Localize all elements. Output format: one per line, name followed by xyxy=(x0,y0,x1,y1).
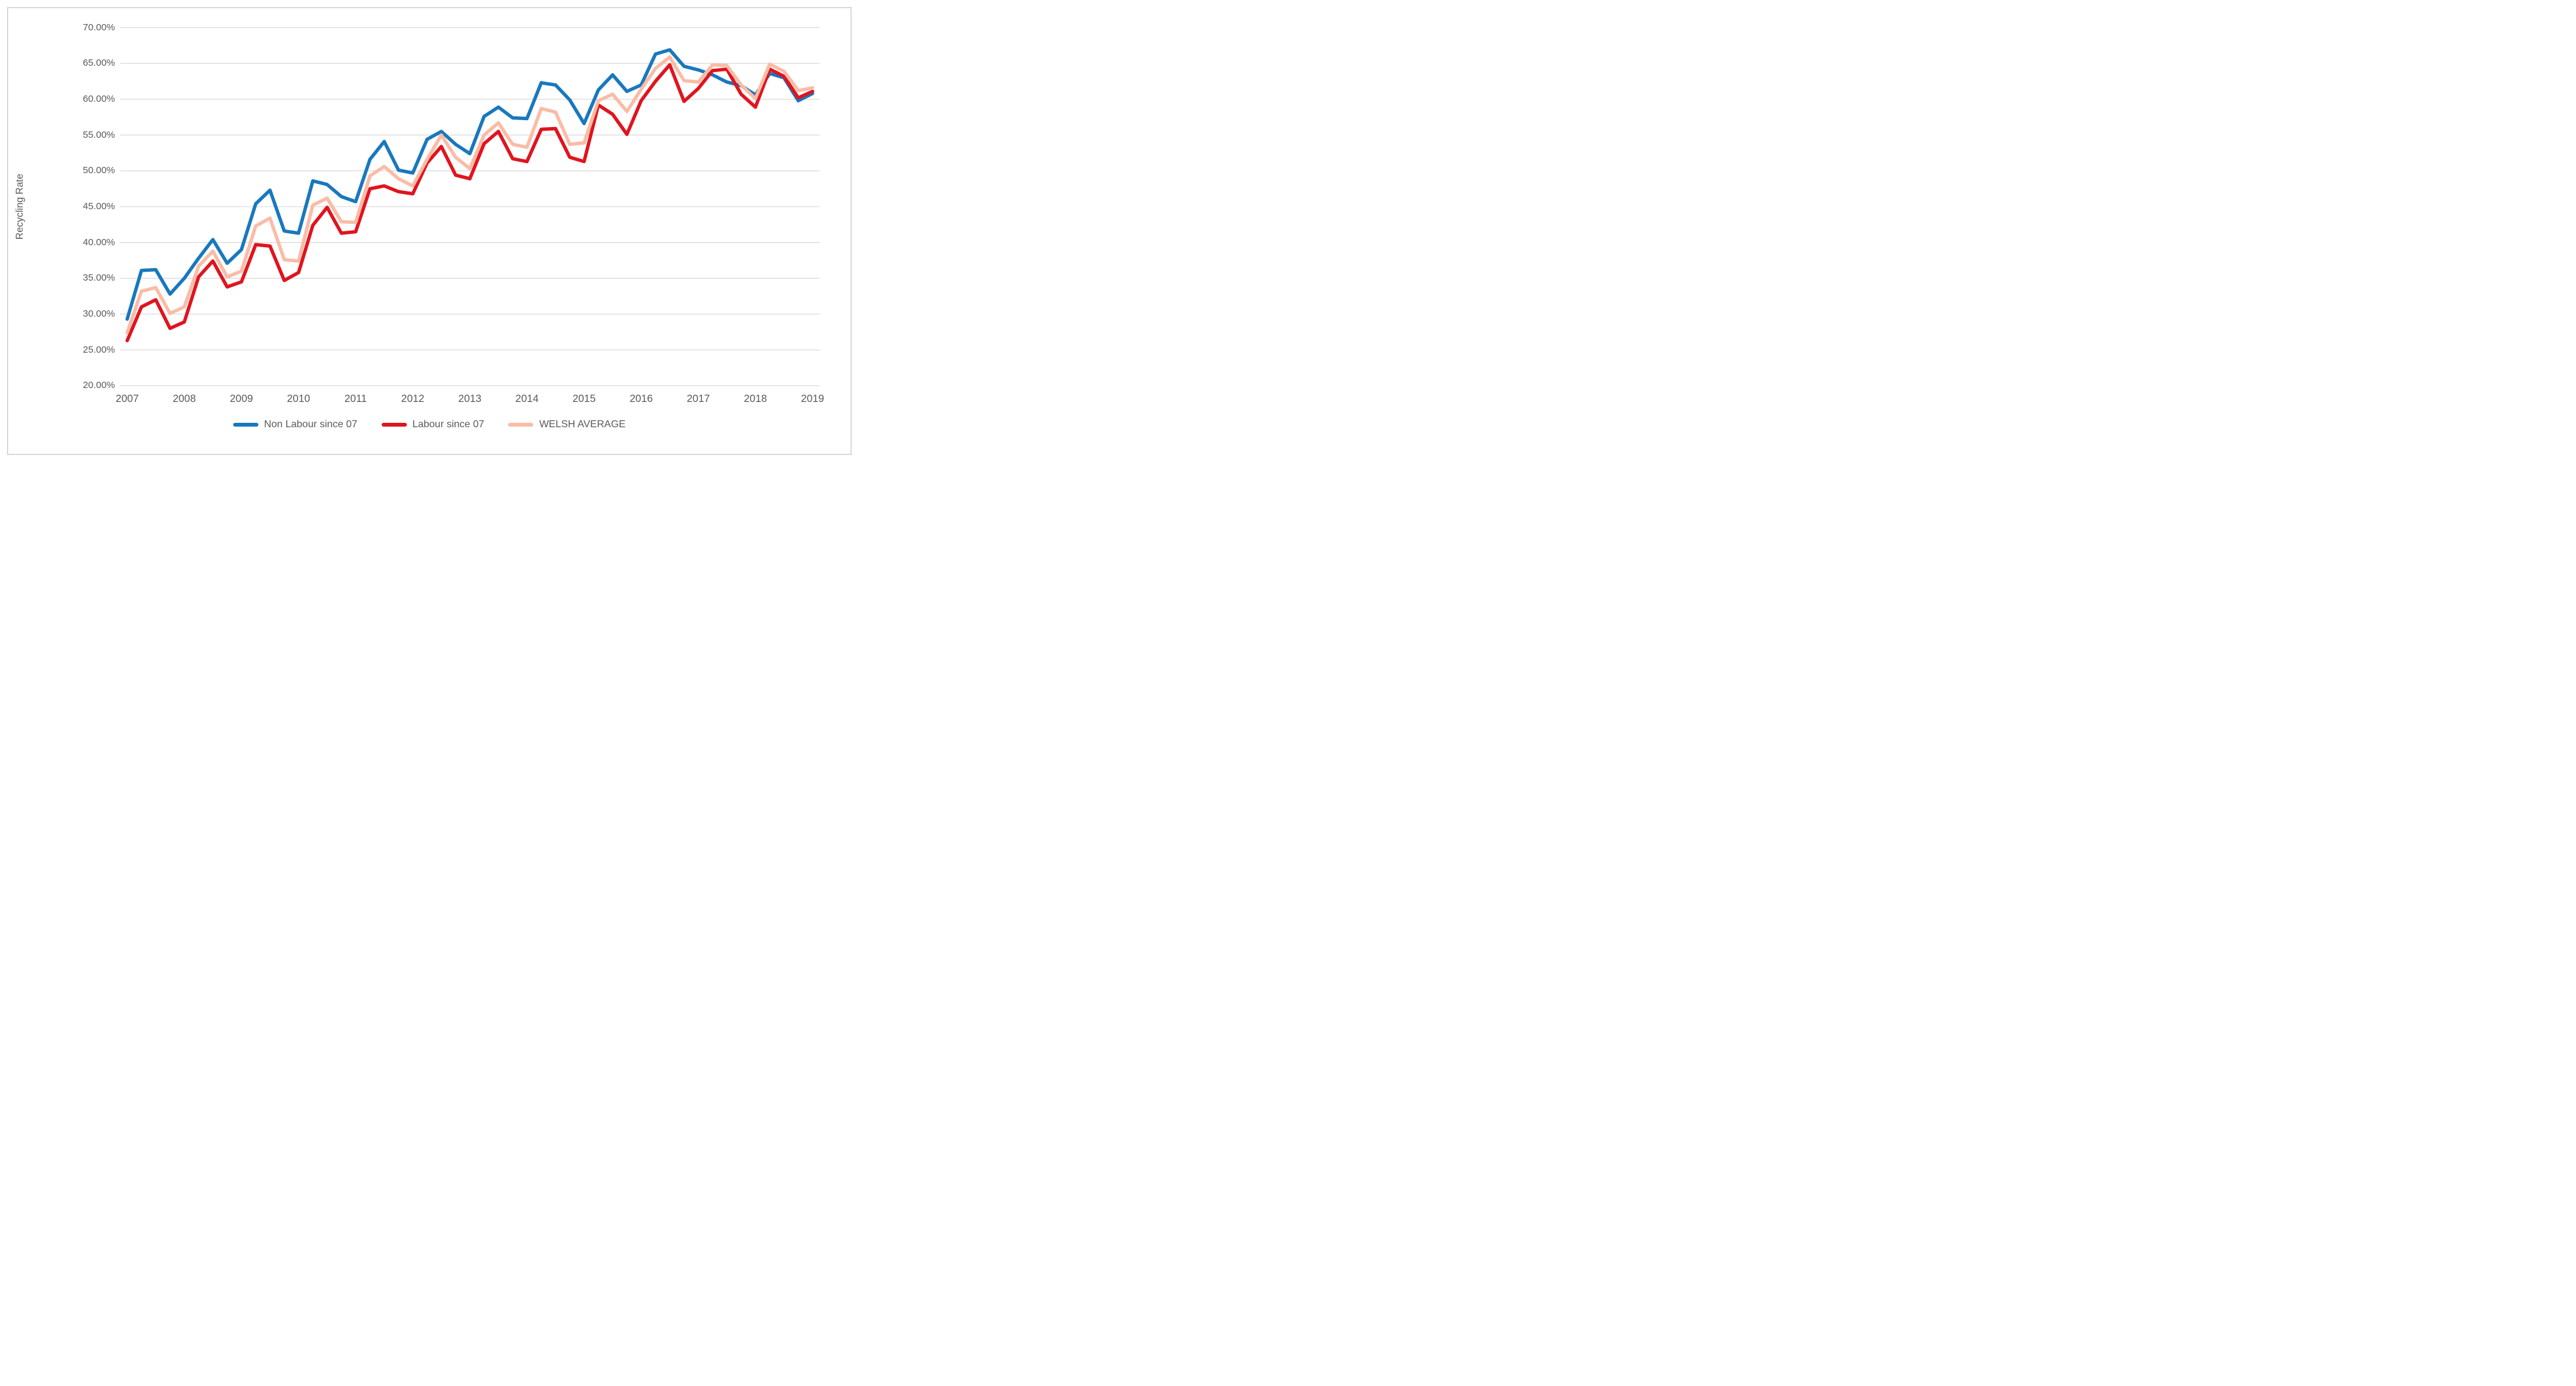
legend-swatch-labour-since-07 xyxy=(381,423,407,427)
legend-item-labour-since-07: Labour since 07 xyxy=(381,419,485,430)
legend-swatch-non-labour-since-07 xyxy=(233,423,258,427)
x-tick-label-2014: 2014 xyxy=(515,393,539,404)
x-tick-label-2017: 2017 xyxy=(686,393,710,404)
legend-item-non-labour-since-07: Non Labour since 07 xyxy=(233,419,358,430)
y-tick-label-30.00: 30.00% xyxy=(83,308,115,319)
x-tick-label-2010: 2010 xyxy=(287,393,310,404)
y-tick-label-40.00: 40.00% xyxy=(83,236,115,248)
y-tick-label-65.00: 65.00% xyxy=(83,58,115,69)
x-tick-label-2011: 2011 xyxy=(344,393,367,404)
y-tick-label-35.00: 35.00% xyxy=(83,272,115,284)
x-tick-label-2008: 2008 xyxy=(172,393,197,404)
y-tick-label-50.00: 50.00% xyxy=(83,165,115,176)
x-tick-label-2009: 2009 xyxy=(229,393,253,404)
y-tick-label-45.00: 45.00% xyxy=(83,201,115,212)
x-tick-label-2012: 2012 xyxy=(401,393,425,404)
legend-label-welsh-average: WELSH AVERAGE xyxy=(539,419,626,430)
legend: Non Labour since 07 Labour since 07 WELSH … xyxy=(0,419,859,430)
legend-label-labour-since-07: Labour since 07 xyxy=(412,419,485,430)
x-tick-label-2018: 2018 xyxy=(744,393,767,404)
chart-figure: 70.00% 65.00% 60.00% 55.00% 50.00% 45.00% 40.0… xyxy=(0,0,859,462)
series-line-labour-since-07 xyxy=(125,63,814,343)
x-tick-label-2015: 2015 xyxy=(572,393,596,404)
y-tick-label-55.00: 55.00% xyxy=(83,129,115,140)
legend-item-welsh-average: WELSH AVERAGE xyxy=(508,419,626,430)
gridlines xyxy=(120,27,820,386)
legend-label-non-labour-since-07: Non Labour since 07 xyxy=(263,419,358,430)
y-tick-label-60.00: 60.00% xyxy=(83,94,115,105)
x-tick-label-2007: 2007 xyxy=(115,393,139,404)
legend-swatch-welsh-average xyxy=(508,423,534,427)
series-line-welsh-average xyxy=(125,55,814,335)
plot-area xyxy=(120,27,820,386)
x-tick-label-2019: 2019 xyxy=(801,393,825,404)
x-tick-label-2016: 2016 xyxy=(629,393,653,404)
y-tick-label-70.00: 70.00% xyxy=(83,21,115,33)
y-tick-label-20.00: 20.00% xyxy=(83,380,115,391)
series-line-non-labour-since-07 xyxy=(125,48,814,321)
y-axis-title: Recycling Rate xyxy=(15,173,25,240)
x-tick-label-2013: 2013 xyxy=(458,393,481,404)
y-tick-label-25.00: 25.00% xyxy=(83,344,115,355)
